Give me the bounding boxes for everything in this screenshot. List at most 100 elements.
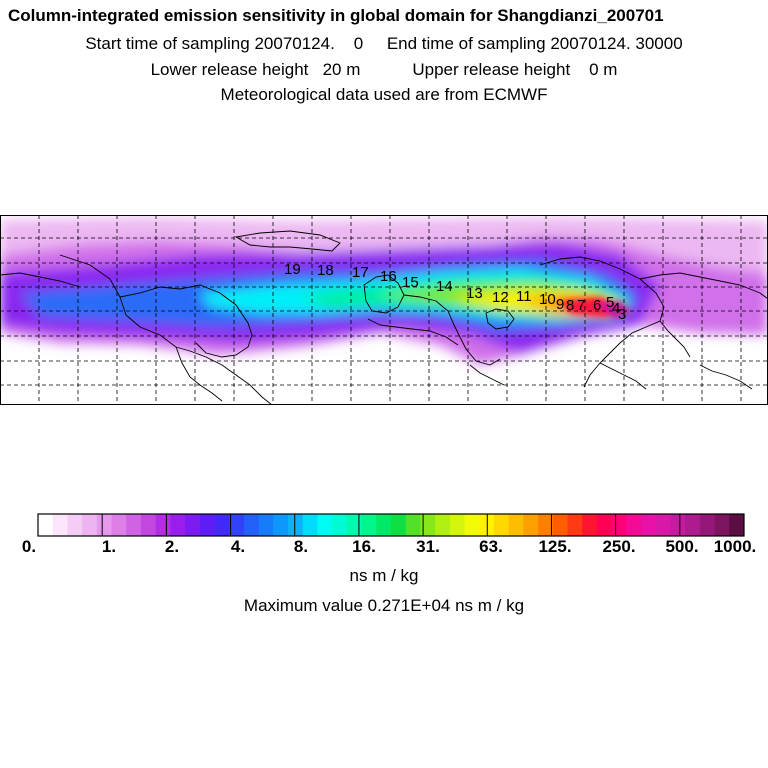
met-data-line: Meteorological data used are from ECMWF: [220, 85, 548, 104]
colorbar-cell: [714, 514, 730, 536]
colorbar-tick-label: 250.: [602, 537, 636, 556]
colorbar-frame: [37, 513, 745, 537]
colorbar-cell: [670, 514, 686, 536]
upper-release-value: 0 m: [589, 60, 618, 79]
colorbar-tick-label: 1.: [101, 537, 117, 556]
colorbar-unit: ns m / kg: [349, 566, 419, 585]
colorbar-cell: [229, 514, 245, 536]
upper-release-label: Upper release height: [412, 60, 571, 79]
colorbar-cell: [243, 514, 260, 536]
day-marker: 8: [566, 297, 574, 314]
colorbar-cell: [170, 514, 186, 536]
colorbar-cell: [626, 514, 642, 536]
colorbar-cell: [155, 514, 171, 536]
day-marker: 9: [556, 296, 564, 313]
day-marker: 7: [577, 297, 585, 314]
colorbar-tick-label: 4.: [230, 537, 246, 556]
day-marker: 13: [466, 285, 483, 302]
colorbar-cell: [391, 514, 407, 536]
colorbar-tick-label: 8.: [293, 537, 309, 556]
colorbar-cell: [140, 514, 157, 536]
colorbar-tick-label: 2.: [164, 537, 180, 556]
colorbar-cell: [199, 514, 215, 536]
colorbar-cells: [38, 514, 745, 536]
day-marker: 5: [606, 294, 614, 311]
colorbar-cell: [52, 514, 68, 536]
colorbar-cell: [346, 514, 362, 536]
lower-release-value: 20 m: [322, 60, 361, 79]
colorbar-cell: [449, 514, 465, 536]
colorbar-cell: [126, 514, 142, 536]
colorbar-cell: [376, 514, 392, 536]
release-height-line: Lower release height 20 m Upper release …: [0, 60, 768, 80]
day-marker: 18: [317, 262, 334, 279]
lower-release-label: Lower release height: [150, 60, 309, 79]
colorbar-cell: [288, 514, 304, 536]
day-marker: 17: [352, 264, 369, 281]
grid-lines: [0, 215, 768, 405]
colorbar-cell: [185, 514, 201, 536]
colorbar-cell: [332, 514, 348, 536]
colorbar-cell: [655, 514, 671, 536]
colorbar-cell: [611, 514, 627, 536]
colorbar-tick-label: 500.: [665, 537, 699, 556]
colorbar-cell: [302, 514, 318, 536]
colorbar-tick-label: 31.: [416, 537, 440, 556]
day-marker: 19: [284, 261, 301, 278]
emission-sensitivity-map: 19 18 17 16 15 14 13 12 11 10 9 8 7 6 5 …: [0, 215, 768, 405]
colorbar-cell: [641, 514, 657, 536]
colorbar-cell: [111, 514, 127, 536]
colorbar-cell: [464, 514, 480, 536]
day-marker: 11: [516, 288, 532, 305]
colorbar-tick-label: 63.: [479, 537, 503, 556]
colorbar-cell: [582, 514, 598, 536]
colorbar-tick-label: 125.: [538, 537, 572, 556]
colorbar-cell: [38, 514, 54, 536]
day-marker: 3: [618, 306, 626, 323]
colorbar-cell: [538, 514, 554, 536]
sensitivity-field: [0, 215, 768, 405]
day-marker: 12: [492, 289, 509, 306]
plot-title: Column-integrated emission sensitivity i…: [8, 6, 664, 25]
colorbar-cell: [317, 514, 333, 536]
end-label: End time of sampling: [386, 34, 546, 53]
colorbar-cell: [258, 514, 274, 536]
colorbar-cell: [361, 514, 377, 536]
day-marker: 14: [436, 278, 453, 295]
colorbar-cell: [96, 514, 112, 536]
colorbar-cell: [685, 514, 701, 536]
colorbar-cell: [67, 514, 83, 536]
day-marker: 15: [402, 274, 419, 291]
colorbar-cell: [214, 514, 230, 536]
colorbar-dividers: [101, 514, 681, 536]
day-marker: 6: [593, 297, 601, 314]
colorbar-tick-label: 16.: [352, 537, 376, 556]
day-marker: 10: [539, 291, 556, 308]
end-value: 20070124. 30000: [550, 34, 683, 53]
day-markers: 19 18 17 16 15 14 13 12 11 10 9 8 7 6 5 …: [284, 261, 626, 323]
colorbar-cell: [567, 514, 583, 536]
day-marker: 4: [612, 300, 620, 317]
start-time: 0: [353, 34, 364, 53]
colorbar-cell: [435, 514, 451, 536]
start-label: Start time of sampling: [85, 34, 250, 53]
colorbar-tick-label: 0.: [21, 537, 37, 556]
colorbar-cell: [493, 514, 510, 536]
colorbar-cell: [552, 514, 568, 536]
day-marker: 16: [380, 268, 397, 285]
start-value: 20070124.: [254, 34, 335, 53]
colorbar-cell: [729, 514, 745, 536]
colorbar-cell: [596, 514, 613, 536]
colorbar-tick-label: 1000.: [713, 537, 757, 556]
colorbar: [37, 513, 745, 537]
colorbar-cell: [699, 514, 715, 536]
colorbar-cell: [523, 514, 539, 536]
coastlines: [0, 230, 768, 405]
colorbar-cell: [420, 514, 436, 536]
maximum-value-label: Maximum value 0.271E+04 ns m / kg: [243, 596, 525, 615]
sampling-times-line: Start time of sampling 20070124. 0 End t…: [0, 34, 768, 54]
colorbar-cell: [508, 514, 524, 536]
colorbar-cell: [82, 514, 98, 536]
colorbar-cell: [273, 514, 289, 536]
colorbar-cell: [405, 514, 421, 536]
